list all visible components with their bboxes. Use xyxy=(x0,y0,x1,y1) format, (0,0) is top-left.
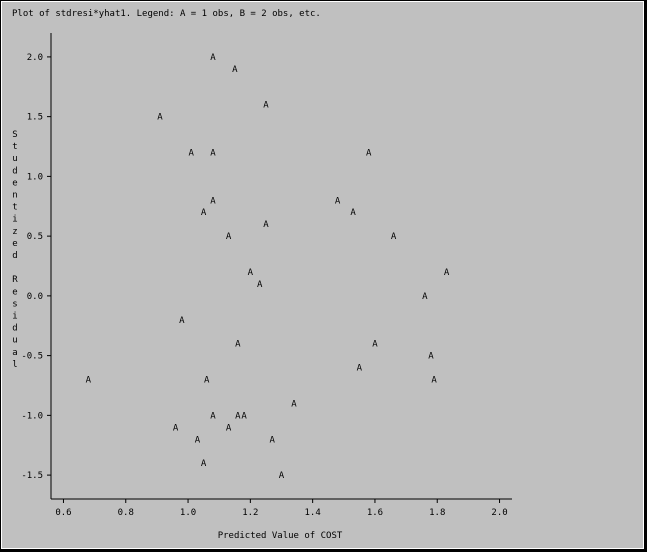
y-axis-label-char: d xyxy=(12,251,17,261)
point-marker: A xyxy=(173,423,179,433)
x-tick-label: 1.8 xyxy=(429,508,445,518)
y-axis-label-char: i xyxy=(12,312,17,322)
point-marker: A xyxy=(269,435,275,445)
y-axis-label-char: S xyxy=(12,130,17,140)
point-marker: A xyxy=(235,340,241,350)
x-tick-label: 1.0 xyxy=(180,508,196,518)
y-axis-label-char: u xyxy=(12,336,17,346)
point-marker: A xyxy=(157,113,163,123)
point-marker: A xyxy=(235,411,241,421)
point-marker: A xyxy=(195,435,201,445)
y-axis-label-char: R xyxy=(12,275,18,285)
y-axis-label-char: e xyxy=(12,178,17,188)
y-axis-label-char: t xyxy=(12,142,17,152)
point-marker: A xyxy=(335,196,341,206)
y-tick-label: 1.0 xyxy=(27,172,43,182)
x-tick-label: 1.4 xyxy=(305,508,321,518)
y-axis-label-char: a xyxy=(12,348,17,358)
point-marker: A xyxy=(232,65,238,75)
point-marker: A xyxy=(241,411,247,421)
x-tick-label: 2.0 xyxy=(491,508,507,518)
point-marker: A xyxy=(279,471,285,481)
point-marker: A xyxy=(204,376,210,386)
y-tick-label: 0.0 xyxy=(27,292,43,302)
y-axis-label-char: i xyxy=(12,215,17,225)
y-tick-label: -0.5 xyxy=(21,352,43,362)
point-marker: A xyxy=(444,268,450,278)
y-axis-label-char: e xyxy=(12,239,17,249)
point-marker: A xyxy=(226,423,232,433)
point-marker: A xyxy=(257,280,263,290)
point-marker: A xyxy=(372,340,378,350)
y-tick-label: 1.5 xyxy=(27,113,43,123)
y-tick-label: 0.5 xyxy=(27,232,43,242)
point-marker: A xyxy=(391,232,397,242)
point-marker: A xyxy=(422,292,428,302)
point-marker: A xyxy=(201,208,207,218)
point-marker: A xyxy=(291,399,297,409)
point-marker: A xyxy=(350,208,356,218)
axes: 2.0 1.5 1.0 0.5 0.0 -0.5 -1.0 -1.5 0.6 0.8 1.0 1.2 1… xyxy=(21,33,512,518)
y-axis-label-char: t xyxy=(12,203,17,213)
y-tick-label: -1.0 xyxy=(21,411,43,421)
point-marker: A xyxy=(428,352,434,362)
point-marker: A xyxy=(357,364,363,374)
y-tick-label: 2.0 xyxy=(27,53,43,63)
y-axis-label-char: s xyxy=(12,299,17,309)
point-marker: A xyxy=(210,411,216,421)
y-axis-label-char: u xyxy=(12,154,17,164)
x-tick-label: 1.6 xyxy=(367,508,383,518)
x-tick-label: 0.8 xyxy=(118,508,134,518)
point-marker: A xyxy=(86,376,92,386)
point-marker: A xyxy=(210,196,216,206)
point-marker: A xyxy=(366,148,372,158)
point-marker: A xyxy=(263,101,269,111)
point-marker: A xyxy=(431,376,437,386)
point-marker: A xyxy=(248,268,254,278)
x-tick-label: 0.6 xyxy=(55,508,71,518)
y-axis-label-char: d xyxy=(12,166,17,176)
point-marker: A xyxy=(201,459,207,469)
x-tick-label: 1.2 xyxy=(242,508,258,518)
y-axis-label-char: z xyxy=(12,227,17,237)
y-tick-label: -1.5 xyxy=(21,471,43,481)
y-axis-label-char: n xyxy=(12,191,17,201)
y-axis-label-char: e xyxy=(12,287,17,297)
point-marker: A xyxy=(210,148,216,158)
point-marker: A xyxy=(263,220,269,230)
y-axis-label-char: d xyxy=(12,324,17,334)
point-marker: A xyxy=(226,232,232,242)
plot-title: Plot of stdresi*yhat1. Legend: A = 1 obs… xyxy=(12,9,321,19)
y-axis-label-char: l xyxy=(12,360,17,370)
x-axis-label: Predicted Value of COST xyxy=(218,531,343,541)
point-marker: A xyxy=(188,148,194,158)
point-marker: A xyxy=(179,316,185,326)
point-marker: A xyxy=(210,53,216,63)
